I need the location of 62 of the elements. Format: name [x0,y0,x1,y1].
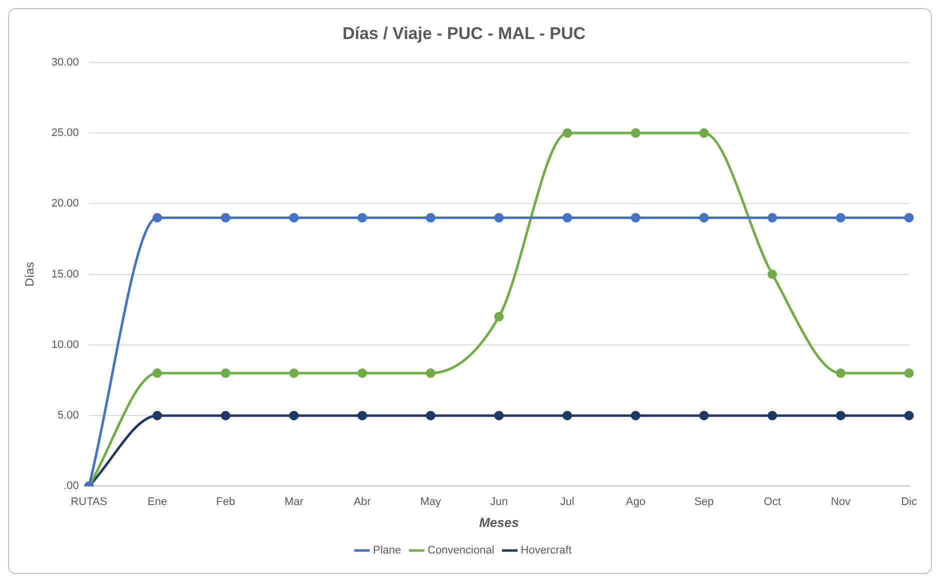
point [562,410,572,420]
point [358,213,368,223]
point [836,368,846,378]
x-tick-label: Jun [490,496,508,508]
x-tick-label: Mar [284,496,304,508]
point [768,213,778,223]
point [836,410,846,420]
x-tick-label: Oct [764,496,781,508]
legend-label: Hovercraft [520,544,572,557]
point [289,410,299,420]
point [426,410,436,420]
legend-label: Convencional [428,544,494,557]
point [152,368,162,378]
y-tick-label: 5.00 [58,410,79,422]
point [358,368,368,378]
point [152,410,162,420]
point [220,410,230,420]
point [699,128,709,138]
point [494,213,504,223]
x-axis-title: Meses [479,514,519,530]
x-tick-label: Ago [626,496,646,508]
point [904,213,914,223]
point [494,312,504,322]
y-tick-label: 15.00 [51,268,79,280]
y-tick-label: 25.00 [51,127,79,140]
point [220,368,230,378]
point [904,410,914,420]
point [426,368,436,378]
point [289,213,299,223]
point [768,410,778,420]
y-tick-label: 20.00 [51,198,79,210]
point [220,213,230,223]
point [358,410,368,420]
x-tick-label: Abr [354,496,372,508]
x-tick-label: Ene [147,496,168,508]
x-tick-label: Dic [901,496,918,508]
x-tick-label: May [420,496,442,508]
x-tick-label: Sep [694,496,714,508]
x-tick-label: Jul [560,496,574,508]
point [904,368,914,378]
point [494,410,504,420]
y-axis-title: Días [22,262,37,287]
point [152,213,162,223]
y-tick-label: .00 [64,480,79,492]
point [630,213,640,223]
legend-label: Plane [372,544,402,557]
point [289,368,299,378]
x-tick-label: RUTAS [70,496,108,508]
point [699,213,709,223]
point [630,410,640,420]
y-tick-label: 10.00 [51,338,79,351]
x-tick-label: Nov [830,496,851,508]
point [768,270,778,280]
y-tick-label: 30.00 [51,56,79,68]
point [699,410,709,420]
point [562,213,572,223]
x-tick-label: Feb [216,496,236,508]
chart-title: Días / Viaje - PUC - MAL - PUC [342,24,586,43]
point [630,128,640,138]
point [836,213,846,223]
point [426,213,436,223]
point [562,128,572,138]
